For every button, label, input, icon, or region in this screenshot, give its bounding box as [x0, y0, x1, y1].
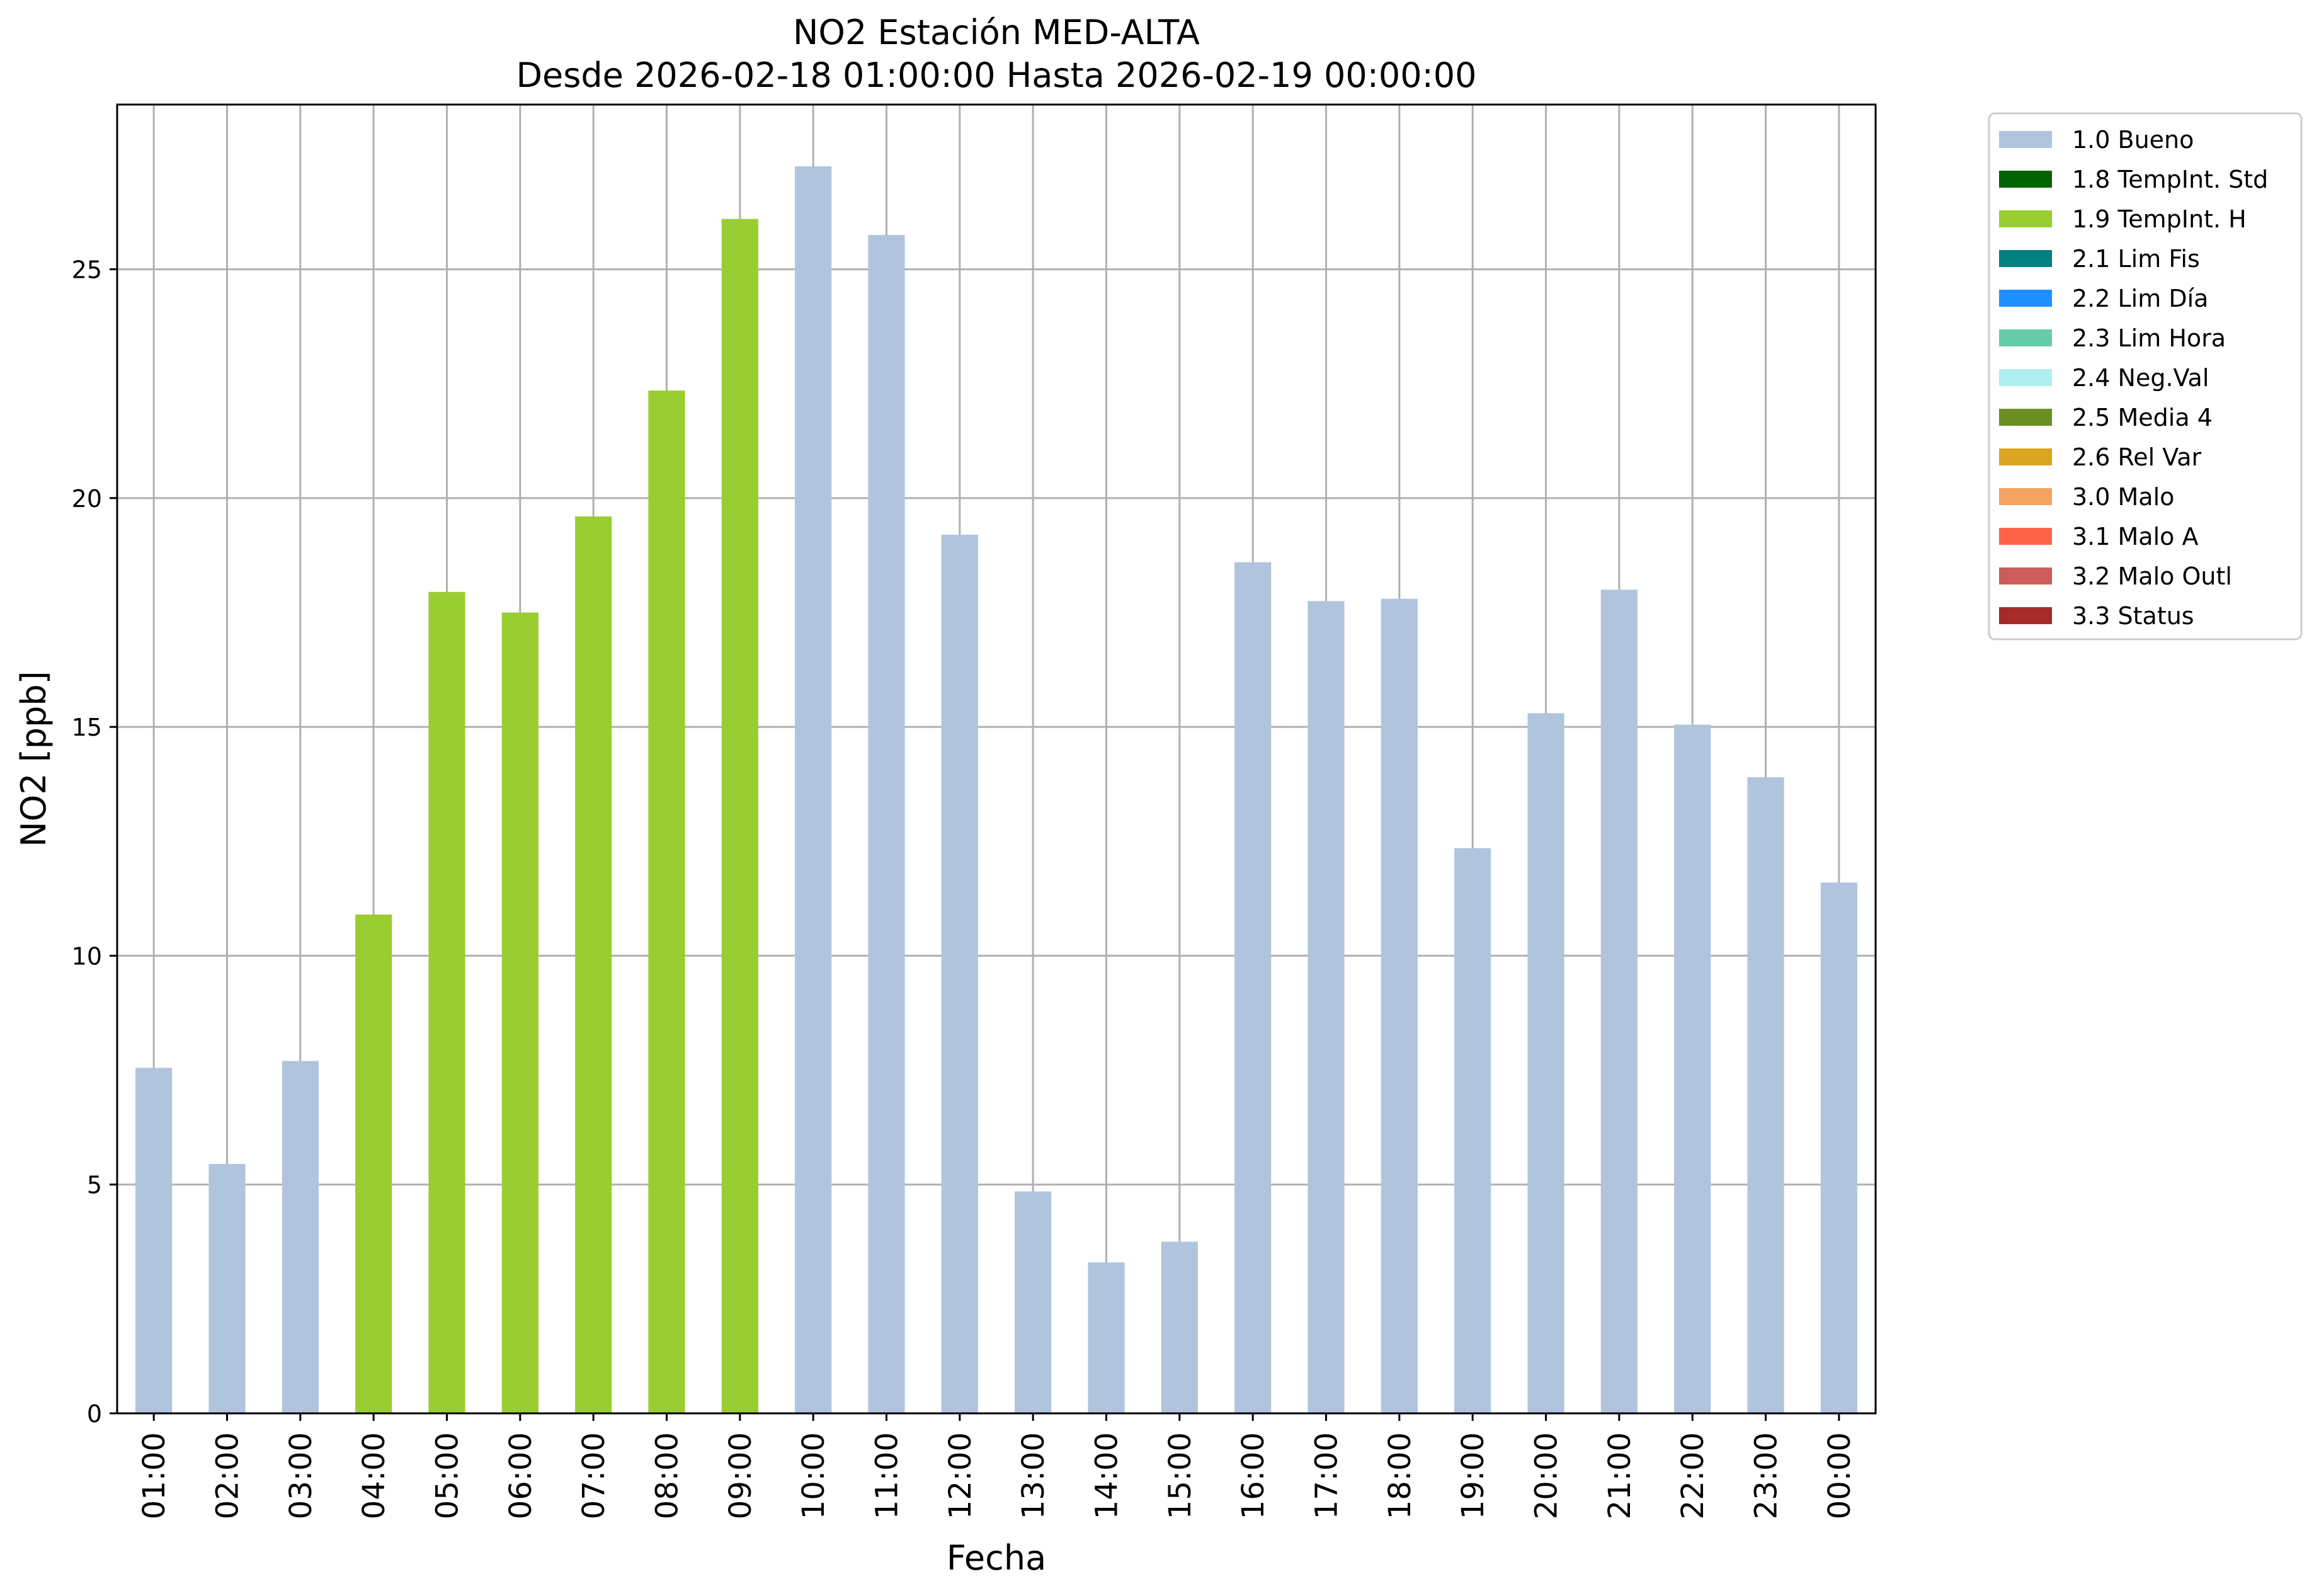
bar-0800: [648, 390, 685, 1413]
x-tick-label: 03:00: [283, 1432, 319, 1519]
x-tick-label: 07:00: [576, 1432, 612, 1519]
x-tick-label: 17:00: [1309, 1432, 1345, 1519]
bar-1000: [795, 166, 832, 1413]
legend-label-2.2: 2.2 Lim Día: [2072, 285, 2208, 312]
bar-2300: [1747, 777, 1784, 1413]
x-tick-label: 18:00: [1382, 1432, 1418, 1519]
bar-0100: [135, 1068, 173, 1413]
x-tick-label: 15:00: [1163, 1432, 1198, 1519]
legend-swatch-1.9: [1999, 210, 2052, 227]
bar-1900: [1454, 848, 1491, 1413]
legend-label-3.0: 3.0 Malo: [2072, 483, 2174, 511]
legend-label-1.9: 1.9 TempInt. H: [2072, 205, 2247, 233]
legend-swatch-2.4: [1999, 369, 2052, 386]
x-tick-label: 23:00: [1749, 1432, 1784, 1519]
bar-0500: [428, 591, 465, 1413]
legend-swatch-3.1: [1999, 528, 2052, 545]
x-tick-label: 13:00: [1016, 1432, 1051, 1519]
x-tick-label: 02:00: [210, 1432, 246, 1519]
y-axis-ticks: 0 5 10 15 20 25: [72, 256, 117, 1428]
bar-0700: [575, 516, 612, 1414]
chart-title: NO2 Estación MED-ALTA: [793, 13, 1200, 52]
legend-swatch-2.2: [1999, 290, 2052, 307]
x-tick-label: 05:00: [430, 1432, 465, 1519]
legend-swatch-2.5: [1999, 409, 2052, 426]
x-axis-label: Fecha: [947, 1538, 1046, 1578]
bar-0200: [208, 1164, 246, 1413]
x-tick-label: 16:00: [1236, 1432, 1271, 1519]
plot-frame: [116, 103, 1877, 1415]
y-axis-label: NO2 [ppb]: [14, 671, 54, 846]
y-tick-label: 5: [87, 1171, 102, 1199]
legend-swatch-3.3: [1999, 607, 2052, 624]
y-tick-label: 0: [87, 1400, 102, 1428]
bars-group: [135, 166, 1857, 1414]
y-tick-label: 20: [72, 485, 102, 513]
legend-label-2.4: 2.4 Neg.Val: [2072, 364, 2209, 392]
legend: 1.0 Bueno 1.8 TempInt. Std 1.9 TempInt. H 2…: [1988, 112, 2303, 641]
legend-swatch-1.0: [1999, 131, 2052, 148]
legend-label-1.0: 1.0 Bueno: [2072, 126, 2194, 154]
bar-1600: [1234, 562, 1272, 1413]
legend-label-2.6: 2.6 Rel Var: [2072, 443, 2202, 471]
x-tick-label: 14:00: [1090, 1432, 1125, 1519]
bar-1100: [868, 235, 905, 1413]
x-tick-label: 09:00: [723, 1432, 758, 1519]
x-tick-label: 01:00: [137, 1432, 172, 1519]
legend-label-3.1: 3.1 Malo A: [2072, 523, 2198, 550]
legend-label-1.8: 1.8 TempInt. Std: [2072, 166, 2268, 193]
bar-2200: [1674, 724, 1711, 1413]
legend-label-2.5: 2.5 Media 4: [2072, 404, 2213, 431]
x-tick-label: 06:00: [503, 1432, 538, 1519]
legend-label-3.3: 3.3 Status: [2072, 602, 2194, 630]
y-tick-label: 10: [72, 942, 102, 970]
legend-swatch-3.0: [1999, 488, 2052, 505]
legend-frame: [1988, 112, 2303, 641]
x-tick-label: 08:00: [650, 1432, 685, 1519]
legend-label-2.3: 2.3 Lim Hora: [2072, 324, 2226, 352]
x-tick-label: 12:00: [943, 1432, 978, 1519]
x-axis-ticks: 01:00 02:00 03:00 04:00 05:00 06:00 07:00 08:00…: [137, 1413, 1857, 1519]
bar-1400: [1088, 1262, 1125, 1413]
bar-2000: [1527, 713, 1564, 1413]
legend-swatch-2.3: [1999, 329, 2052, 346]
bar-1300: [1015, 1191, 1052, 1413]
legend-label-3.2: 3.2 Malo Outl: [2072, 562, 2232, 590]
x-tick-label: 20:00: [1529, 1432, 1564, 1519]
bar-0900: [721, 219, 758, 1414]
bar-1700: [1308, 601, 1345, 1413]
legend-swatch-3.2: [1999, 567, 2052, 584]
chart-subtitle: Desde 2026-02-18 01:00:00 Hasta 2026-02-…: [516, 55, 1476, 95]
bar-0400: [355, 915, 392, 1413]
bar-0600: [501, 612, 538, 1413]
legend-label-2.1: 2.1 Lim Fis: [2072, 245, 2200, 273]
x-tick-label: 04:00: [356, 1432, 392, 1519]
y-tick-label: 15: [72, 714, 102, 741]
bar-0000: [1820, 882, 1857, 1413]
bar-1800: [1381, 598, 1418, 1414]
x-tick-label: 11:00: [870, 1432, 905, 1519]
bar-1500: [1161, 1241, 1198, 1413]
x-tick-label: 22:00: [1675, 1432, 1711, 1519]
bar-1200: [941, 534, 978, 1413]
bar-2100: [1600, 590, 1638, 1413]
x-tick-label: 21:00: [1602, 1432, 1638, 1519]
legend-swatch-2.6: [1999, 448, 2052, 465]
legend-swatch-1.8: [1999, 171, 2052, 188]
x-tick-label: 00:00: [1822, 1432, 1857, 1519]
y-tick-label: 25: [72, 256, 102, 284]
x-tick-label: 10:00: [796, 1432, 831, 1519]
legend-swatch-2.1: [1999, 250, 2052, 267]
x-tick-label: 19:00: [1456, 1432, 1491, 1519]
bar-0300: [282, 1061, 319, 1413]
